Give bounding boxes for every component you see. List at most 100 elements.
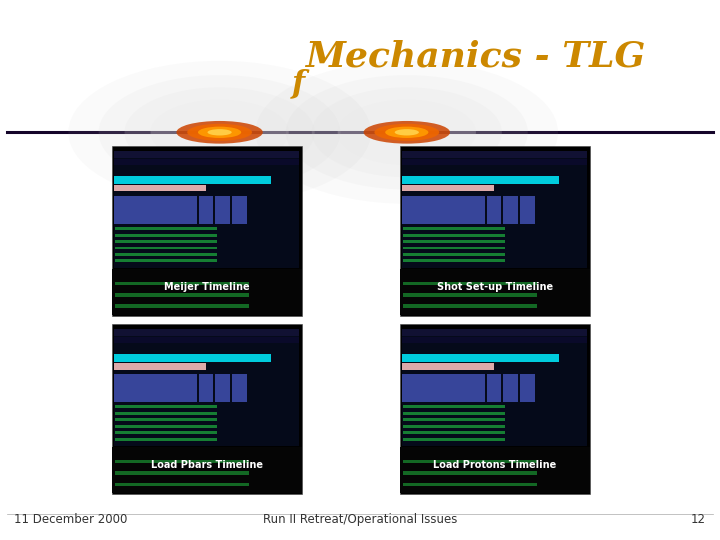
Ellipse shape [99,75,341,190]
Bar [520,195,535,224]
Bar [114,159,299,165]
Bar [487,374,501,402]
Ellipse shape [395,129,419,136]
Text: Mechanics - TLG: Mechanics - TLG [305,40,645,73]
Bar [199,195,213,224]
Ellipse shape [385,126,428,138]
Bar [115,227,217,230]
Bar [114,329,299,336]
Bar [115,247,217,249]
Bar [402,363,494,369]
Bar [114,151,299,268]
Bar [115,234,217,237]
Bar [114,176,271,184]
Bar [199,374,213,402]
Bar [400,269,590,315]
Bar [403,406,505,408]
Text: 12: 12 [690,513,706,526]
Bar [400,447,590,493]
Bar [402,185,494,191]
Text: Shot Set-up Timeline: Shot Set-up Timeline [437,282,553,292]
Bar [403,425,505,428]
Bar [114,363,206,369]
Bar [403,460,537,463]
Bar [115,425,217,428]
Bar [403,281,537,285]
Bar [403,471,537,475]
Bar [114,337,299,343]
Ellipse shape [68,61,371,204]
Bar [115,305,249,308]
Ellipse shape [198,126,241,138]
Text: Meijer Timeline: Meijer Timeline [164,282,250,292]
Bar [403,253,505,256]
Bar [114,329,299,447]
Ellipse shape [364,121,450,144]
Bar [115,293,249,296]
Bar [402,151,587,158]
Bar [403,227,505,230]
Bar [115,406,217,408]
Bar [402,195,485,224]
Text: Load Pbars Timeline: Load Pbars Timeline [151,460,263,470]
Ellipse shape [150,100,289,165]
Bar [403,240,505,243]
Bar [114,354,271,362]
Bar [403,483,537,487]
Bar [403,418,505,421]
Bar [402,329,587,336]
Bar [402,329,587,447]
Bar [115,259,217,262]
Bar [403,293,537,296]
Bar [503,195,518,224]
Bar [503,374,518,402]
Ellipse shape [125,87,315,177]
Bar [114,185,206,191]
Bar [403,234,505,237]
Bar [112,324,302,494]
Bar [402,374,485,402]
Ellipse shape [374,124,439,141]
Bar [403,412,505,415]
Ellipse shape [286,75,528,190]
Bar [402,159,587,165]
Bar [400,146,590,316]
Bar [114,151,299,158]
Bar [112,146,302,316]
Bar [215,374,230,402]
Ellipse shape [312,87,502,177]
Bar [403,259,505,262]
Bar [115,483,249,487]
Text: Load Protons Timeline: Load Protons Timeline [433,460,557,470]
Ellipse shape [176,121,263,144]
Bar [114,374,197,402]
Ellipse shape [256,61,558,204]
Bar [115,281,249,285]
Bar [115,412,217,415]
Bar [403,247,505,249]
Bar [487,195,501,224]
Bar [114,195,197,224]
Ellipse shape [338,100,476,165]
Bar [115,431,217,434]
Bar [115,418,217,421]
Bar [403,431,505,434]
Bar [402,176,559,184]
Bar [402,337,587,343]
Bar [403,305,537,308]
Bar [112,447,302,493]
Bar [400,324,590,494]
Bar [115,253,217,256]
Bar [115,471,249,475]
Bar [232,195,247,224]
Bar [112,269,302,315]
Bar [115,460,249,463]
Text: Run II Retreat/Operational Issues: Run II Retreat/Operational Issues [263,513,457,526]
Bar [232,374,247,402]
Ellipse shape [207,129,232,136]
Bar [115,240,217,243]
Bar [402,354,559,362]
Bar [402,151,587,268]
Ellipse shape [187,124,252,141]
Bar [403,437,505,441]
